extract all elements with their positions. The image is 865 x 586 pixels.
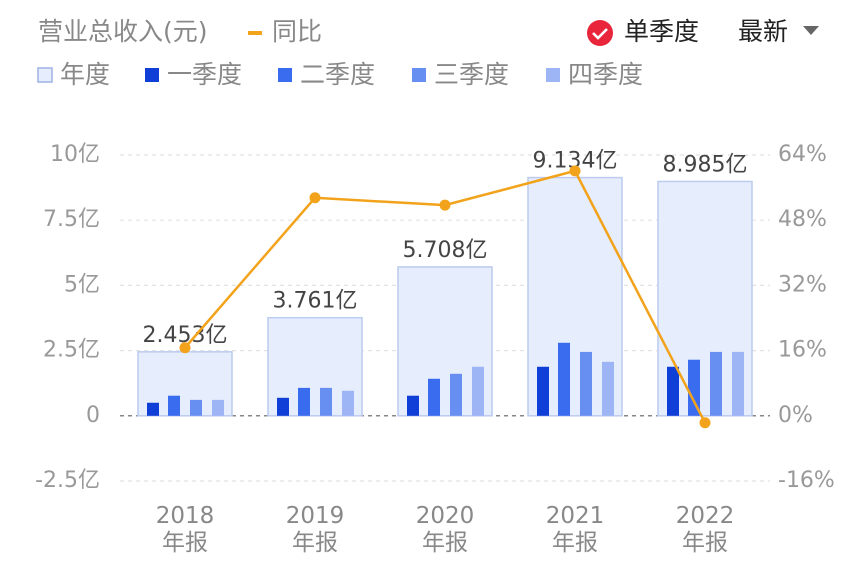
quarter-bar	[320, 387, 332, 416]
legend-label: 四季度	[568, 60, 643, 89]
quarter-bar	[580, 351, 592, 416]
legend-swatch	[278, 68, 292, 82]
quarter-bar	[537, 366, 549, 416]
legend-swatch	[412, 68, 426, 82]
quarter-bar	[450, 373, 462, 416]
y2-tick-label: 16%	[778, 338, 827, 363]
legend-label: 同比	[272, 17, 322, 46]
y-tick-label: 0	[86, 403, 100, 428]
y-tick-label: 2.5亿	[43, 338, 100, 363]
legend-label: 年度	[60, 60, 110, 89]
quarter-bar	[212, 399, 224, 416]
quarter-bar	[558, 342, 570, 416]
data-label: 5.708亿	[403, 238, 488, 263]
quarter-bar	[732, 351, 744, 416]
quarter-bar	[428, 378, 440, 416]
quarter-bar	[667, 366, 679, 416]
quarter-bar	[168, 395, 180, 416]
check-icon	[592, 28, 608, 40]
checkbox[interactable]	[587, 20, 613, 46]
dropdown-arrow	[803, 26, 819, 35]
legend-label: 二季度	[300, 60, 375, 89]
quarter-bar	[472, 366, 484, 416]
line-point	[699, 417, 711, 429]
quarter-bar	[710, 351, 722, 416]
chart-title: 营业总收入(元)	[38, 17, 208, 46]
quarter-bar	[342, 390, 354, 416]
y2-tick-label: 64%	[778, 142, 827, 167]
single-quarter-toggle[interactable]: 单季度	[624, 17, 699, 46]
y2-tick-label: 48%	[778, 207, 827, 232]
quarter-bar	[277, 397, 289, 416]
y-tick-label: -2.5亿	[35, 468, 100, 493]
line-point	[179, 342, 191, 354]
quarter-bar	[190, 399, 202, 416]
y2-tick-label: -16%	[778, 468, 835, 493]
legend-swatch	[37, 67, 53, 83]
quarter-bar	[602, 361, 614, 416]
line-point	[439, 199, 451, 211]
quarter-bar	[688, 359, 700, 416]
data-label: 8.985亿	[663, 152, 748, 177]
legend-label: 一季度	[167, 60, 242, 89]
x-tick-label: 2020年报	[415, 503, 475, 556]
quarter-bar	[298, 387, 310, 416]
y-tick-label: 10亿	[50, 142, 100, 167]
x-tick-label: 2018年报	[155, 503, 215, 556]
line-point	[569, 165, 581, 177]
y-tick-label: 7.5亿	[43, 207, 100, 232]
x-tick-label: 2022年报	[675, 503, 735, 556]
legend-swatch	[546, 68, 560, 82]
x-tick-label: 2019年报	[285, 503, 345, 556]
x-tick-label: 2021年报	[545, 503, 605, 556]
legend-swatch	[145, 68, 159, 82]
legend-label: 三季度	[434, 60, 509, 89]
sort-dropdown[interactable]: 最新	[738, 17, 788, 46]
y2-tick-label: 32%	[778, 272, 827, 297]
quarter-bar	[147, 402, 159, 416]
line-point	[309, 192, 321, 204]
y2-tick-label: 0%	[778, 403, 813, 428]
quarter-bar	[407, 395, 419, 416]
data-label: 3.761亿	[273, 289, 358, 314]
y-tick-label: 5亿	[64, 272, 100, 297]
